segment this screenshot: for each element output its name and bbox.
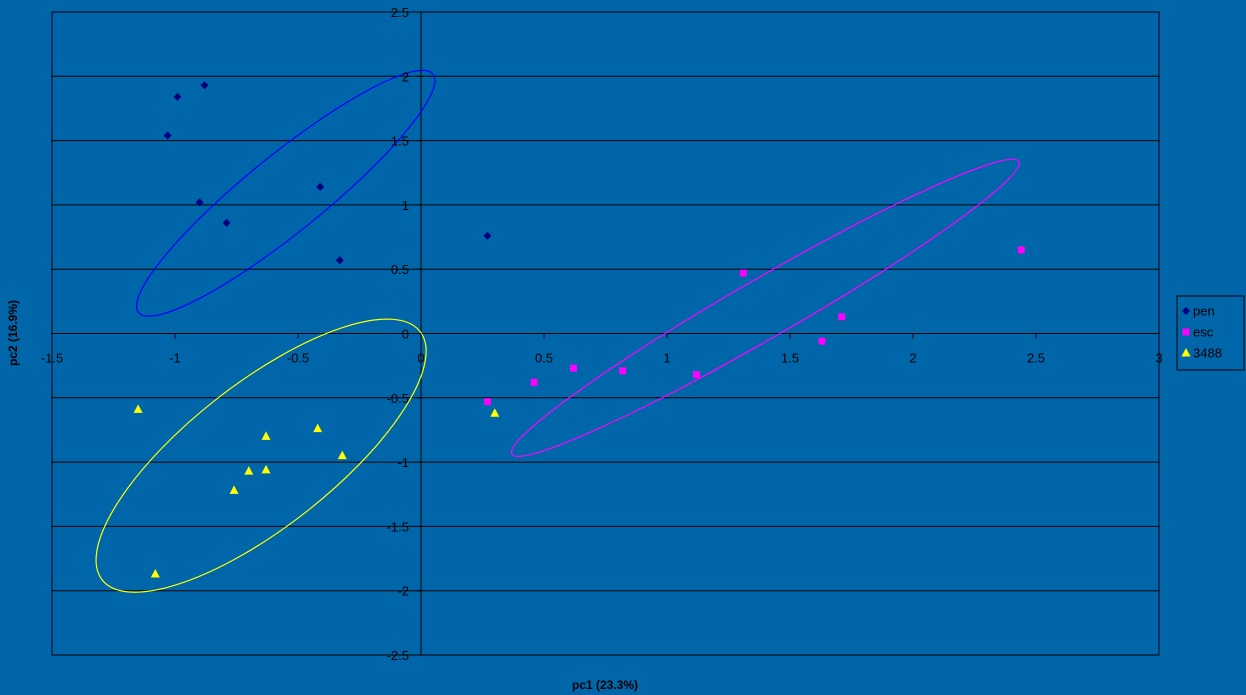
data-point-3488	[313, 423, 323, 433]
data-point-3488	[261, 464, 271, 474]
data-point-3488	[229, 485, 239, 494]
data-point-3488	[150, 568, 160, 578]
data-points	[133, 81, 1025, 578]
y-tick-label: -1	[397, 455, 409, 470]
data-point-3488	[244, 466, 254, 475]
y-tick-label: 0.5	[391, 262, 409, 277]
y-tick-label: -0.5	[387, 391, 409, 406]
y-tick-label: 1	[402, 198, 409, 213]
legend-label-3488: 3488	[1193, 346, 1222, 361]
data-point-pen	[316, 182, 325, 191]
x-tick-label: 1.5	[781, 351, 799, 366]
data-point-3488	[261, 431, 271, 440]
x-tick-label: 0	[417, 351, 424, 366]
y-tick-label: -2	[397, 584, 409, 599]
y-tick-label: 2.5	[391, 5, 409, 20]
data-point-esc	[739, 269, 747, 277]
legend: pen esc 3488	[1176, 295, 1245, 371]
legend-marker-3488	[1181, 348, 1191, 357]
data-point-3488	[490, 408, 500, 417]
x-tick-label: -0.5	[287, 351, 309, 366]
data-point-pen	[483, 231, 492, 240]
x-tick-label: 2	[909, 351, 916, 366]
data-point-esc	[838, 313, 846, 321]
data-point-esc	[570, 364, 578, 372]
data-point-3488	[337, 450, 347, 460]
data-point-pen	[335, 256, 344, 265]
y-tick-label: 2	[402, 69, 409, 84]
x-tick-label: 1	[663, 351, 670, 366]
data-point-pen	[163, 131, 172, 140]
y-tick-labels: 2.5 2 1.5 1 0.5 0 -0.5 -1 -1.5 -2 -2.5	[387, 5, 421, 663]
series-pen	[163, 81, 492, 265]
legend-label-pen: pen	[1193, 304, 1215, 319]
plot-area	[51, 11, 1160, 656]
series-esc	[483, 246, 1025, 406]
cluster-ellipse	[510, 158, 1020, 457]
series-3488	[133, 404, 500, 578]
data-point-esc	[530, 378, 538, 386]
x-tick-labels: -1.5 -1 -0.5 0 0.5 1 1.5 2 2.5 3	[41, 333, 1163, 366]
legend-box	[1176, 295, 1245, 371]
y-axis-title: pc2 (16.9%)	[6, 300, 20, 366]
data-point-esc	[619, 367, 627, 375]
x-tick-label: 2.5	[1027, 351, 1045, 366]
x-tick-label: 0.5	[535, 351, 553, 366]
data-point-esc	[483, 398, 491, 406]
legend-marker-pen	[1182, 307, 1190, 315]
cluster-ellipse	[95, 318, 427, 593]
data-point-pen	[173, 92, 182, 101]
data-point-pen	[222, 218, 231, 227]
cluster-ellipse	[135, 69, 436, 317]
cluster-ellipses	[95, 69, 1020, 593]
x-tick-label: 3	[1155, 351, 1162, 366]
x-axis-title: pc1 (23.3%)	[572, 678, 638, 692]
data-point-3488	[133, 404, 143, 413]
y-tick-label: -2.5	[387, 648, 409, 663]
x-tick-label: -1.5	[41, 351, 63, 366]
data-point-pen	[195, 198, 204, 207]
data-point-esc	[693, 371, 701, 379]
x-tick-label: -1	[169, 351, 181, 366]
data-point-pen	[200, 81, 209, 90]
legend-marker-esc	[1182, 328, 1190, 336]
y-tick-label: 0	[402, 327, 409, 342]
data-point-esc	[1017, 246, 1025, 254]
legend-label-esc: esc	[1193, 325, 1214, 340]
y-tick-label: -1.5	[387, 519, 409, 534]
y-tick-label: 1.5	[391, 134, 409, 149]
data-point-esc	[818, 337, 826, 345]
